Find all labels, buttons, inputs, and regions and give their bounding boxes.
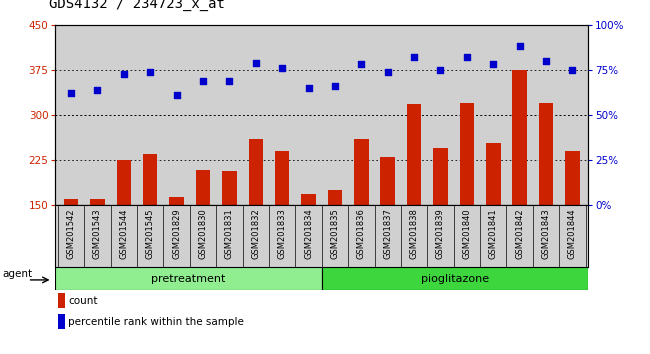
Text: GSM201833: GSM201833 xyxy=(278,209,287,259)
Text: GSM201839: GSM201839 xyxy=(436,209,445,259)
Text: GSM201841: GSM201841 xyxy=(489,209,498,259)
Bar xyxy=(302,194,316,296)
Bar xyxy=(55,267,322,290)
Point xyxy=(409,55,419,60)
Bar xyxy=(512,70,527,296)
Bar xyxy=(58,314,66,329)
Point xyxy=(277,65,287,71)
Point xyxy=(488,62,499,67)
Text: GSM201837: GSM201837 xyxy=(384,209,392,259)
Bar xyxy=(64,199,79,296)
Text: GSM201545: GSM201545 xyxy=(146,209,155,259)
Bar xyxy=(322,267,588,290)
Point xyxy=(224,78,235,84)
Bar xyxy=(275,151,289,296)
Bar xyxy=(90,199,105,296)
Text: GSM201542: GSM201542 xyxy=(66,209,75,259)
Point xyxy=(382,69,393,75)
Bar xyxy=(222,171,237,296)
Point xyxy=(172,92,182,98)
Bar xyxy=(116,160,131,296)
Bar xyxy=(354,138,369,296)
Text: GSM201829: GSM201829 xyxy=(172,209,181,259)
Text: count: count xyxy=(68,296,98,306)
Point xyxy=(92,87,103,93)
Text: GSM201842: GSM201842 xyxy=(515,209,524,259)
Bar xyxy=(407,104,421,296)
Point xyxy=(330,83,340,89)
Bar xyxy=(248,138,263,296)
Text: GSM201843: GSM201843 xyxy=(541,209,551,259)
Point xyxy=(436,67,446,73)
Text: GSM201834: GSM201834 xyxy=(304,209,313,259)
Point xyxy=(541,58,551,64)
Text: GSM201832: GSM201832 xyxy=(252,209,260,259)
Point xyxy=(304,85,314,91)
Point xyxy=(514,44,525,49)
Text: pretreatment: pretreatment xyxy=(151,274,226,284)
Text: GDS4132 / 234723_x_at: GDS4132 / 234723_x_at xyxy=(49,0,225,11)
Text: GSM201830: GSM201830 xyxy=(198,209,207,259)
Bar xyxy=(486,143,500,296)
Point xyxy=(145,69,155,75)
Bar xyxy=(565,151,580,296)
Point xyxy=(66,91,76,96)
Text: GSM201835: GSM201835 xyxy=(330,209,339,259)
Point xyxy=(198,78,208,84)
Text: GSM201543: GSM201543 xyxy=(93,209,102,259)
Text: GSM201838: GSM201838 xyxy=(410,209,419,259)
Bar xyxy=(380,157,395,296)
Point xyxy=(119,71,129,76)
Text: GSM201840: GSM201840 xyxy=(462,209,471,259)
Point xyxy=(251,60,261,65)
Point xyxy=(567,67,578,73)
Bar xyxy=(196,170,210,296)
Text: pioglitazone: pioglitazone xyxy=(421,274,489,284)
Text: GSM201544: GSM201544 xyxy=(120,209,128,259)
Bar xyxy=(58,293,66,308)
Bar xyxy=(143,154,157,296)
Text: agent: agent xyxy=(3,269,33,279)
Bar xyxy=(170,198,184,296)
Text: GSM201844: GSM201844 xyxy=(568,209,577,259)
Bar xyxy=(539,103,553,296)
Bar xyxy=(434,148,448,296)
Bar xyxy=(460,103,474,296)
Text: GSM201836: GSM201836 xyxy=(357,209,366,259)
Point xyxy=(356,62,367,67)
Text: percentile rank within the sample: percentile rank within the sample xyxy=(68,317,244,327)
Point xyxy=(462,55,472,60)
Text: GSM201831: GSM201831 xyxy=(225,209,234,259)
Bar xyxy=(328,190,342,296)
